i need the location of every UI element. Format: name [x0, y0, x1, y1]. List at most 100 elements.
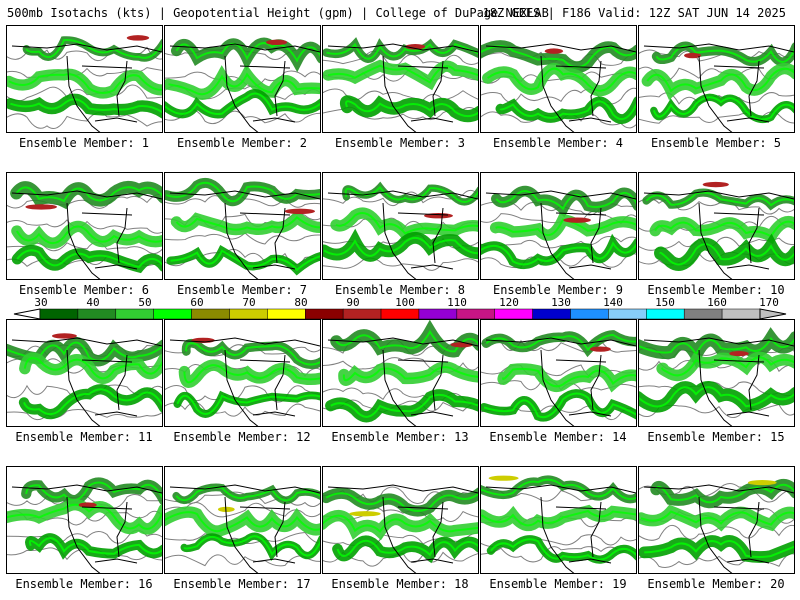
isotach-core	[15, 225, 162, 245]
colorbar-swatch	[532, 308, 571, 320]
height-contour	[639, 524, 794, 541]
isotach-core	[327, 64, 478, 84]
ensemble-member-label: Ensemble Member: 1	[18, 136, 150, 150]
colorbar-swatch	[191, 308, 230, 320]
ensemble-panel-map	[322, 25, 479, 133]
isotach-core	[481, 509, 636, 527]
isotach-band	[165, 506, 320, 537]
isotach-core	[25, 481, 162, 502]
ensemble-member-label: Ensemble Member: 12	[173, 430, 311, 444]
isotach-map	[639, 41, 794, 132]
isotach-core	[483, 392, 636, 419]
isotach-map	[7, 35, 162, 132]
isotach-core	[165, 92, 320, 116]
isotach-core	[495, 190, 636, 211]
ensemble-member-label: Ensemble Member: 3	[334, 136, 466, 150]
ensemble-member-label: Ensemble Member: 10	[647, 283, 785, 297]
colorbar-tick-label: 110	[447, 296, 467, 309]
isotach-core	[165, 511, 320, 533]
isotach-core	[640, 510, 794, 526]
colorbar-swatch	[721, 308, 761, 320]
isotach-map	[481, 475, 636, 573]
coastline-border	[11, 484, 162, 573]
coastline-border	[643, 337, 794, 426]
isotach-core	[481, 478, 636, 500]
height-contour	[7, 112, 162, 129]
ensemble-panel-map	[6, 25, 163, 133]
isotach-band	[330, 207, 478, 241]
isotach-core	[183, 364, 320, 384]
jet-maximum	[729, 350, 749, 357]
isotach-map	[323, 37, 478, 132]
height-contour	[165, 502, 320, 518]
coastline-border	[169, 337, 320, 426]
coastline-border	[485, 190, 636, 279]
isotach-core	[323, 236, 478, 257]
height-contour	[7, 408, 162, 421]
isotach-core	[495, 218, 636, 237]
isotach-core	[323, 514, 478, 533]
colorbar-swatch	[683, 308, 723, 320]
ensemble-member-label: Ensemble Member: 19	[489, 577, 627, 591]
isotach-band	[654, 233, 794, 271]
isotach-core	[639, 386, 794, 408]
ensemble-member-label: Ensemble Member: 4	[492, 136, 624, 150]
jet-maximum	[349, 511, 381, 517]
colorbar-swatch	[456, 308, 495, 320]
coastline-border	[327, 190, 478, 279]
isotach-map	[481, 185, 636, 279]
jet-maximum	[544, 48, 564, 54]
coastline-border	[11, 43, 162, 132]
isotach-map	[481, 330, 636, 426]
coastline-border	[169, 43, 320, 132]
isotach-band	[325, 389, 478, 423]
isotach-map	[639, 478, 794, 573]
jet-maximum	[405, 43, 426, 50]
colorbar-swatch	[229, 308, 268, 320]
isotach-map	[639, 181, 794, 279]
height-contour	[323, 257, 478, 271]
isotach-map	[639, 327, 794, 426]
colorbar-swatch	[153, 308, 192, 320]
colorbar-swatch	[418, 308, 458, 320]
ensemble-panel-map	[6, 319, 163, 427]
isotach-core	[330, 393, 478, 418]
ensemble-panel-map	[164, 319, 321, 427]
colorbar-tick-label: 70	[242, 296, 256, 309]
isotach-core	[183, 535, 320, 557]
colorbar-tick-label: 130	[551, 296, 571, 309]
isotach-core	[8, 73, 162, 94]
isotach-core	[166, 181, 320, 203]
ensemble-panel-map	[638, 466, 795, 574]
colorbar-arrow-right	[759, 308, 787, 320]
jet-maximum	[25, 204, 58, 210]
isotach-map	[323, 484, 478, 573]
isotach-core	[16, 249, 162, 269]
coastline-border	[643, 190, 794, 279]
height-contour	[323, 551, 478, 567]
colorbar-tick-label: 100	[395, 296, 415, 309]
isotach-core	[645, 191, 794, 207]
jet-maximum	[747, 480, 777, 486]
ensemble-member-label: Ensemble Member: 15	[647, 430, 785, 444]
ensemble-member-label: Ensemble Member: 2	[176, 136, 308, 150]
isotach-core	[15, 186, 162, 203]
isotach-band	[21, 477, 162, 506]
isotach-band	[497, 363, 636, 393]
colorbar-swatch	[608, 308, 647, 320]
isotach-core	[652, 96, 794, 121]
height-contour	[165, 232, 320, 245]
coastline-border	[169, 190, 320, 279]
jet-maximum	[126, 35, 150, 41]
isotach-core	[639, 336, 794, 357]
height-contour	[323, 189, 478, 207]
isotach-band	[165, 89, 320, 119]
isotach-core	[28, 537, 162, 555]
jet-maximum	[217, 506, 235, 512]
ensemble-panel-map	[322, 466, 479, 574]
isotach-colorbar: 30 40 50 60 70 80 90 100 110 120 130 140 150 160 170	[0, 296, 800, 322]
isotach-map	[481, 40, 636, 132]
coastline-border	[11, 190, 162, 279]
coastline-border	[485, 337, 636, 426]
ensemble-panel-map	[6, 466, 163, 574]
